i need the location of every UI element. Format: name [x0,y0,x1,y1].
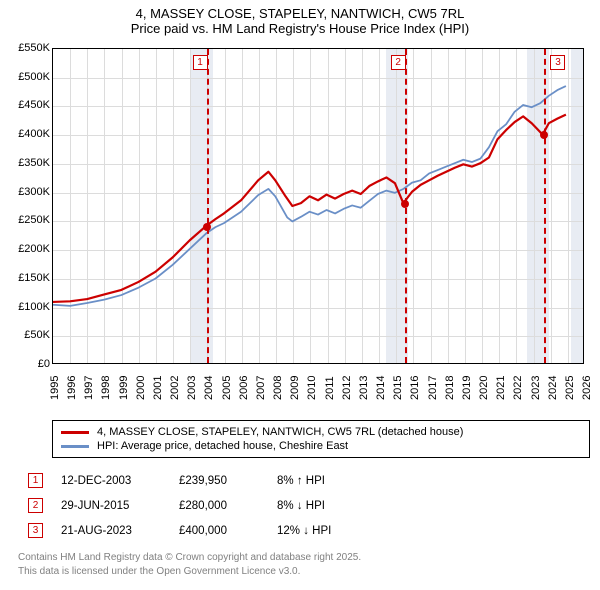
y-tick-label: £350K [10,157,50,169]
x-tick-label: 2010 [306,376,320,400]
legend-item: HPI: Average price, detached house, Ches… [61,439,581,453]
x-tick-label: 2020 [478,376,492,400]
legend-swatch [61,445,89,448]
txn-date: 29-JUN-2015 [61,500,161,512]
x-tick-label: 2008 [272,376,286,400]
chart-container: £0 £50K £100K £150K £200K £250K £300K £350K £400… [10,44,590,414]
x-tick-label: 2007 [255,376,269,400]
footer-line-2: This data is licensed under the Open Gov… [18,565,590,579]
x-tick-label: 2003 [186,376,200,400]
txn-price: £239,950 [179,475,259,487]
x-tick-label: 2015 [392,376,406,400]
x-tick-label: 2012 [341,376,355,400]
txn-price: £280,000 [179,500,259,512]
legend-box: 4, MASSEY CLOSE, STAPELEY, NANTWICH, CW5… [52,420,590,458]
title-line-1: 4, MASSEY CLOSE, STAPELEY, NANTWICH, CW5… [10,6,590,21]
x-tick-label: 2009 [289,376,303,400]
x-tick-label: 2026 [581,376,595,400]
x-tick-label: 1999 [118,376,132,400]
marker-point [401,200,409,208]
marker-line [207,49,209,363]
title-line-2: Price paid vs. HM Land Registry's House … [10,21,590,36]
x-tick-label: 2014 [375,376,389,400]
x-tick-label: 2018 [444,376,458,400]
marker-box: 2 [391,55,406,70]
y-tick-label: £150K [10,272,50,284]
marker-box: 1 [193,55,208,70]
x-tick-label: 2023 [530,376,544,400]
txn-date: 12-DEC-2003 [61,475,161,487]
x-tick-label: 2019 [461,376,475,400]
footer-attribution: Contains HM Land Registry data © Crown c… [18,551,590,578]
x-tick-label: 2001 [152,376,166,400]
x-tick-label: 2011 [324,376,338,400]
legend-label: HPI: Average price, detached house, Ches… [97,440,348,452]
x-tick-label: 2025 [564,376,578,400]
legend-swatch [61,431,89,434]
y-tick-label: £50K [10,329,50,341]
marker-line [544,49,546,363]
x-tick-label: 2004 [203,376,217,400]
y-tick-label: £400K [10,128,50,140]
x-tick-label: 2024 [547,376,561,400]
marker-point [540,131,548,139]
x-tick-label: 1998 [100,376,114,400]
transactions-table: 1 12-DEC-2003 £239,950 8% ↑ HPI 2 29-JUN-2015… [28,468,590,543]
txn-date: 21-AUG-2023 [61,525,161,537]
txn-pct: 8% ↓ HPI [277,500,387,512]
footer-line-1: Contains HM Land Registry data © Crown c… [18,551,590,565]
y-tick-label: £100K [10,301,50,313]
x-tick-label: 2017 [427,376,441,400]
x-tick-label: 2006 [238,376,252,400]
legend-label: 4, MASSEY CLOSE, STAPELEY, NANTWICH, CW5… [97,426,463,438]
x-tick-label: 2002 [169,376,183,400]
chart-title-block: 4, MASSEY CLOSE, STAPELEY, NANTWICH, CW5… [0,0,600,40]
marker-box: 3 [550,55,565,70]
transaction-row: 2 29-JUN-2015 £280,000 8% ↓ HPI [28,493,590,518]
y-tick-label: £250K [10,214,50,226]
y-tick-label: £200K [10,243,50,255]
txn-marker-box: 3 [28,523,43,538]
y-tick-label: £550K [10,42,50,54]
y-tick-label: £300K [10,186,50,198]
legend-item: 4, MASSEY CLOSE, STAPELEY, NANTWICH, CW5… [61,425,581,439]
transaction-row: 1 12-DEC-2003 £239,950 8% ↑ HPI [28,468,590,493]
txn-marker-box: 1 [28,473,43,488]
x-tick-label: 2005 [221,376,235,400]
y-tick-label: £0 [10,358,50,370]
marker-point [203,223,211,231]
txn-price: £400,000 [179,525,259,537]
chart-svg [53,49,583,363]
x-tick-label: 2000 [135,376,149,400]
x-tick-label: 1995 [49,376,63,400]
x-tick-label: 2013 [358,376,372,400]
x-tick-label: 1996 [66,376,80,400]
transaction-row: 3 21-AUG-2023 £400,000 12% ↓ HPI [28,518,590,543]
txn-pct: 8% ↑ HPI [277,475,387,487]
x-tick-label: 2016 [409,376,423,400]
txn-pct: 12% ↓ HPI [277,525,387,537]
x-tick-label: 2021 [495,376,509,400]
series-price_paid [53,115,566,302]
x-tick-label: 2022 [512,376,526,400]
plot-area: 1 2 3 [52,48,584,364]
y-tick-label: £450K [10,99,50,111]
y-tick-label: £500K [10,71,50,83]
x-tick-label: 1997 [83,376,97,400]
txn-marker-box: 2 [28,498,43,513]
